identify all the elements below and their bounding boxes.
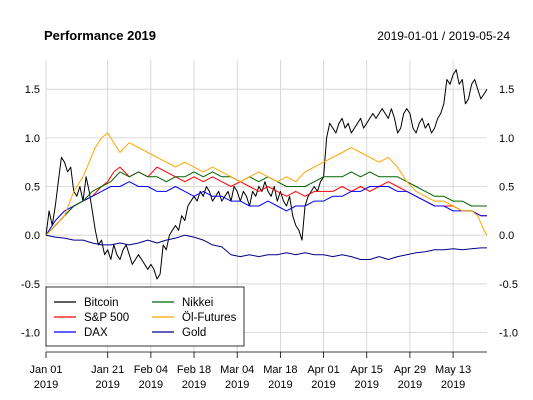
x-tick-year: 2019 bbox=[398, 379, 422, 391]
x-tick-year: 2019 bbox=[139, 379, 163, 391]
y-tick-label: 0.5 bbox=[25, 182, 40, 194]
y-tick-label: -1.0 bbox=[21, 328, 40, 340]
series-lines bbox=[45, 69, 488, 280]
chart-title: Performance 2019 bbox=[44, 28, 156, 43]
series-line-gold bbox=[45, 234, 487, 260]
x-tick-label: Jan 01 bbox=[29, 364, 62, 376]
series-line-nikkei bbox=[45, 171, 487, 236]
x-tick-year: 2019 bbox=[311, 379, 335, 391]
x-tick-year: 2019 bbox=[268, 379, 292, 391]
x-tick-label: Mar 18 bbox=[263, 364, 297, 376]
y-tick-label: 1.5 bbox=[25, 84, 40, 96]
y-tick-label-right: 1.0 bbox=[499, 133, 514, 145]
x-tick-label: Jan 21 bbox=[91, 364, 124, 376]
y-tick-label-right: -0.5 bbox=[499, 279, 518, 291]
legend-label-bitcoin: Bitcoin bbox=[84, 297, 119, 309]
series-line-l-futures bbox=[45, 132, 488, 236]
x-tick-year: 2019 bbox=[441, 379, 465, 391]
y-tick-label: 1.0 bbox=[25, 133, 40, 145]
x-tick-label: Apr 29 bbox=[394, 364, 426, 376]
x-tick-year: 2019 bbox=[225, 379, 249, 391]
x-tick-label: Feb 04 bbox=[134, 364, 168, 376]
x-tick-year: 2019 bbox=[95, 379, 119, 391]
x-tick-label: Apr 01 bbox=[307, 364, 339, 376]
x-axis: Jan 01 2019 Jan 21 2019 Feb 04 2019 Feb 18 2019… bbox=[29, 351, 487, 391]
date-range: 2019-01-01 / 2019-05-24 bbox=[377, 29, 510, 43]
legend-label-s-p-500: S&P 500 bbox=[84, 312, 129, 324]
x-tick-year: 2019 bbox=[182, 379, 206, 391]
y-axis-left: -1.0 -0.5 0.0 0.5 1.0 1.5 bbox=[21, 84, 40, 339]
x-tick-label: Mar 04 bbox=[220, 364, 254, 376]
y-tick-label-right: 0.0 bbox=[499, 230, 514, 242]
x-tick-label: May 13 bbox=[435, 364, 471, 376]
legend-box bbox=[45, 286, 245, 347]
series-line-dax bbox=[45, 181, 487, 236]
y-tick-label-right: 0.5 bbox=[499, 182, 514, 194]
legend: Bitcoin S&P 500 DAX Nikkei Öl-Futures Gold bbox=[45, 286, 245, 347]
y-tick-label: 0.0 bbox=[25, 230, 40, 242]
x-tick-label: Feb 18 bbox=[177, 364, 211, 376]
x-tick-year: 2019 bbox=[34, 379, 58, 391]
legend-label-l-futures: Öl-Futures bbox=[182, 312, 237, 324]
x-tick-year: 2019 bbox=[354, 379, 378, 391]
y-tick-label-right: -1.0 bbox=[499, 328, 518, 340]
x-tick-label: Apr 15 bbox=[351, 364, 383, 376]
y-tick-label: -0.5 bbox=[21, 279, 40, 291]
legend-label-nikkei: Nikkei bbox=[182, 297, 213, 309]
y-axis-right: -1.0 -0.5 0.0 0.5 1.0 1.5 bbox=[499, 84, 518, 339]
legend-label-dax: DAX bbox=[84, 327, 108, 339]
legend-label-gold: Gold bbox=[182, 327, 206, 339]
grid bbox=[45, 60, 487, 352]
y-tick-label-right: 1.5 bbox=[499, 84, 514, 96]
series-line-bitcoin bbox=[45, 69, 488, 280]
